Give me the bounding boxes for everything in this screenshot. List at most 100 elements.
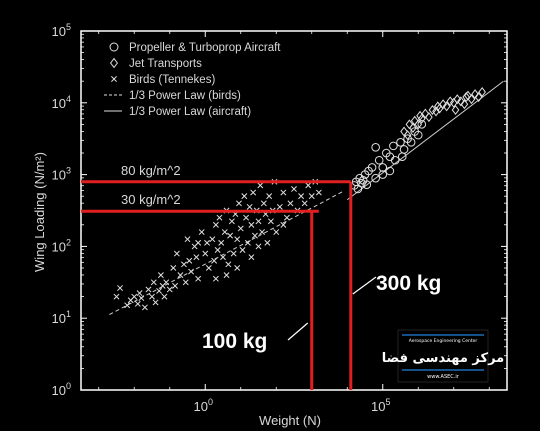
bird-point	[257, 182, 264, 189]
x-tick-exponent: 0	[208, 397, 213, 407]
bird-point	[124, 302, 131, 309]
jet-transport-point	[403, 130, 412, 141]
weight-pointer-300	[352, 276, 377, 295]
weight-pointer-100	[287, 322, 309, 341]
bird-point	[225, 261, 232, 268]
wing-loading-guide-label: 30 kg/m^2	[121, 192, 181, 207]
jet-transport-point	[410, 115, 419, 126]
y-tick-label: 102	[52, 237, 71, 254]
bird-point	[182, 279, 189, 286]
bird-point	[212, 275, 219, 282]
bird-point	[255, 218, 262, 225]
jet-transport-point	[400, 126, 408, 137]
y-tick-exponent: 5	[66, 22, 71, 32]
prop-aircraft-point	[390, 155, 400, 165]
bird-point	[152, 299, 159, 306]
bird-point	[211, 257, 218, 264]
bird-point	[230, 250, 237, 257]
y-tick-exponent: 2	[66, 237, 71, 247]
birds-power-law-line	[109, 190, 344, 316]
bird-point	[250, 189, 257, 196]
bird-point	[117, 285, 124, 291]
prop-aircraft-point	[378, 163, 388, 172]
prop-aircraft-point	[385, 166, 395, 176]
prop-aircraft-point	[362, 180, 372, 189]
x-tick-base: 10	[371, 399, 385, 414]
bird-point	[280, 189, 287, 196]
bird-point	[246, 203, 253, 210]
bird-point	[260, 200, 267, 207]
legend-label: 1/3 Power Law (birds)	[129, 90, 241, 102]
prop-aircraft-point	[417, 120, 427, 129]
y-tick-exponent: 4	[66, 94, 71, 104]
legend: Propeller & Turboprop Aircraft Jet Transp…	[104, 42, 281, 118]
prop-aircraft-point	[374, 155, 384, 165]
weight-guide-label-100: 100 kg	[202, 330, 267, 353]
bird-point	[221, 229, 228, 235]
bird-point	[209, 236, 216, 243]
y-tick-base: 10	[52, 96, 66, 111]
bird-point	[193, 254, 200, 261]
y-tick-exponent: 0	[66, 381, 71, 391]
bird-point	[172, 282, 179, 289]
bird-point	[264, 239, 271, 246]
bird-point	[145, 286, 152, 293]
bird-point	[163, 279, 170, 286]
x-tick-exponent: 5	[385, 397, 390, 407]
prop-aircraft-point	[367, 163, 377, 172]
bird-point	[227, 232, 234, 239]
bird-point	[180, 261, 187, 268]
legend-label: 1/3 Power Law (aircraft)	[129, 106, 251, 118]
y-tick-base: 10	[52, 24, 66, 39]
bird-point	[287, 200, 294, 207]
y-tick-base: 10	[52, 168, 66, 183]
bird-point	[280, 221, 287, 228]
jet-transport-point	[453, 94, 462, 105]
x-tick-base: 10	[194, 399, 208, 414]
wing-loading-guide-label: 80 kg/m^2	[121, 163, 181, 178]
prop-aircraft-point	[389, 141, 398, 151]
jet-transport-point	[464, 90, 472, 101]
bird-point	[173, 250, 180, 257]
y-tick-label: 101	[52, 309, 71, 326]
prop-aircraft-point	[413, 130, 423, 140]
legend-label: Jet Transports	[129, 58, 202, 70]
logo-main-text: مرکز مهندسی فضا	[382, 351, 504, 366]
bird-point	[113, 293, 120, 300]
bird-point	[166, 286, 173, 293]
bird-point	[186, 257, 193, 264]
asec-logo: Aerospace Engineering Center مرکز مهندسی…	[382, 329, 504, 383]
y-tick-exponent: 1	[66, 309, 71, 319]
bird-point	[161, 293, 168, 300]
aircraft-power-law-line	[346, 80, 504, 201]
y-tick-label: 103	[52, 166, 71, 183]
bird-point	[218, 239, 225, 246]
jet-transport-point	[451, 104, 460, 116]
bird-point	[236, 200, 242, 207]
logo-top-text: Aerospace Engineering Center	[409, 338, 478, 344]
prop-aircraft-point	[371, 143, 380, 152]
bird-point	[234, 264, 241, 271]
prop-aircraft-point	[397, 152, 407, 161]
jet-transport-point	[471, 89, 479, 100]
y-tick-label: 100	[52, 381, 71, 398]
bird-point	[214, 247, 221, 253]
jet-transport-point	[478, 87, 486, 98]
bird-point	[239, 247, 246, 253]
y-tick-base: 10	[52, 383, 66, 398]
jet-transport-point	[442, 101, 451, 112]
bird-point	[298, 193, 305, 200]
jet-transport-point	[414, 119, 423, 130]
annotations: 80 kg/m^2 30 kg/m^2 100 kg 300 kg	[81, 163, 441, 390]
y-tick-label: 105	[52, 22, 71, 39]
bird-point	[248, 254, 255, 261]
bird-point	[205, 264, 212, 271]
jet-transport-point	[421, 108, 430, 119]
bird-point	[267, 218, 274, 225]
bird-point	[259, 229, 266, 235]
bird-point	[141, 304, 148, 311]
bird-point	[202, 250, 209, 257]
bird-point	[305, 182, 312, 189]
prop-aircraft-point	[378, 170, 388, 179]
